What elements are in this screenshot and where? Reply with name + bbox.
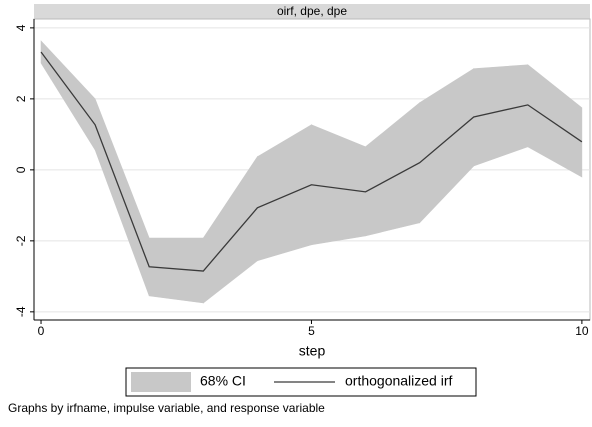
legend-swatch bbox=[131, 372, 191, 392]
line bbox=[40, 51, 583, 272]
ci-band bbox=[527, 64, 583, 178]
x-tick-label: 0 bbox=[38, 324, 45, 338]
y-tick-label: 4 bbox=[14, 24, 28, 31]
x-tick-label: 5 bbox=[308, 324, 315, 338]
legend-label: orthogonalized irf bbox=[345, 373, 453, 389]
x-axis-title: step bbox=[299, 343, 326, 359]
y-tick-label: 2 bbox=[14, 95, 28, 102]
legend-label: 68% CI bbox=[200, 373, 246, 389]
y-tick-label: -2 bbox=[14, 235, 28, 246]
chart-title: oirf, dpe, dpe bbox=[277, 4, 347, 18]
note: Graphs by irfname, impulse variable, and… bbox=[8, 401, 325, 415]
x-tick-label: 10 bbox=[575, 324, 589, 338]
header-strip bbox=[34, 4, 590, 19]
y-tick-label: -4 bbox=[14, 306, 28, 317]
y-tick-label: 0 bbox=[14, 166, 28, 173]
